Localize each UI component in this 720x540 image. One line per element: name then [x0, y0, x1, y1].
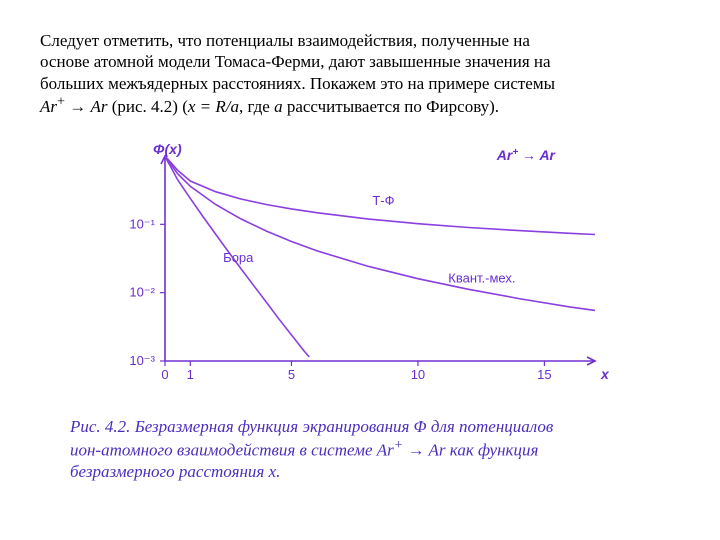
x-axis-label: x	[600, 366, 610, 382]
para-line3: больших межъядерных расстояниях. Покажем…	[40, 74, 555, 93]
x-tick-label: 10	[411, 367, 425, 382]
intro-paragraph: Следует отметить, что потенциалы взаимод…	[40, 30, 680, 118]
y-axis-label: Φ(x)	[153, 141, 182, 157]
reaction-label: Ar+ → Ar	[496, 146, 557, 163]
x-tick-label: 15	[537, 367, 551, 382]
y-tick-label: 10⁻¹	[129, 216, 155, 231]
para-line2: основе атомной модели Томаса-Ферми, дают…	[40, 52, 551, 71]
figure-caption: Рис. 4.2. Безразмерная функция экраниров…	[70, 416, 650, 482]
para-line1: Следует отметить, что потенциалы взаимод…	[40, 31, 530, 50]
y-tick-label: 10⁻²	[129, 284, 155, 299]
chart-container: 015101510⁻¹10⁻²10⁻³Φ(x)xAr+ → ArТ-ФКвант…	[90, 136, 630, 396]
series-label: Т-Ф	[372, 193, 394, 208]
x-tick-label: 0	[161, 367, 168, 382]
series-label: Бора	[223, 250, 254, 265]
para-line4: Ar+ → Ar (рис. 4.2) (x = R/a, где a расс…	[40, 97, 499, 116]
x-tick-label: 5	[288, 367, 295, 382]
screening-chart: 015101510⁻¹10⁻²10⁻³Φ(x)xAr+ → ArТ-ФКвант…	[90, 136, 630, 396]
x-tick-label: 1	[187, 367, 194, 382]
series-label: Квант.-мех.	[448, 270, 515, 285]
cap-fig: Рис. 4.2.	[70, 417, 130, 436]
y-tick-label: 10⁻³	[129, 353, 155, 368]
